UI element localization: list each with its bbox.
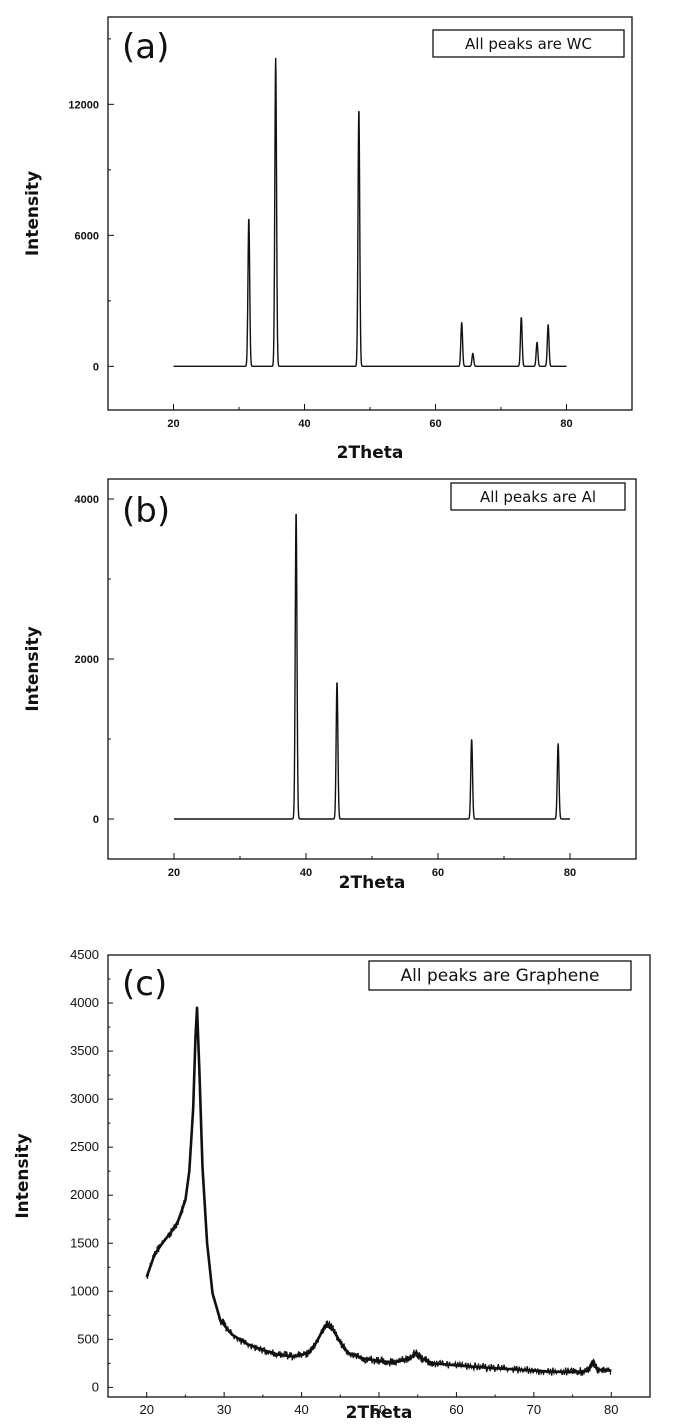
x-tick-label: 80: [560, 418, 572, 430]
x-tick-label: 80: [604, 1402, 618, 1417]
series-line: [145, 1006, 612, 1374]
y-tick-label: 0: [92, 1379, 99, 1394]
panel-label: (a): [122, 27, 169, 67]
y-tick-label: 0: [93, 361, 99, 373]
x-tick-label: 70: [527, 1402, 541, 1417]
panel-label: (c): [122, 964, 167, 1004]
y-tick-label: 2500: [70, 1139, 99, 1154]
x-tick-label: 40: [294, 1402, 308, 1417]
annotation-box: [432, 29, 625, 58]
y-tick-label: 6000: [75, 230, 99, 242]
series-line: [173, 57, 567, 368]
y-tick-label: 4000: [75, 494, 99, 506]
y-tick-label: 12000: [68, 99, 99, 111]
plot-frame: [107, 16, 633, 411]
panel-label: (b): [122, 491, 170, 531]
y-tick-label: 4000: [70, 995, 99, 1010]
annotation-text: All peaks are Graphene: [401, 966, 600, 986]
x-tick-label: 80: [564, 867, 576, 879]
x-tick-label: 40: [300, 867, 312, 879]
series-noise: [146, 1006, 612, 1376]
annotation-text: All peaks are Al: [480, 488, 596, 506]
x-tick-label: 30: [217, 1402, 231, 1417]
y-tick-label: 1000: [70, 1283, 99, 1298]
x-tick-label: 60: [429, 418, 441, 430]
x-tick-label: 20: [168, 867, 180, 879]
annotation-box: [368, 960, 632, 991]
y-tick-label: 3500: [70, 1043, 99, 1058]
y-axis-label: Intensity: [23, 626, 43, 711]
x-tick-label: 20: [139, 1402, 153, 1417]
x-axis-label: 2Theta: [339, 873, 406, 893]
y-axis-label: Intensity: [23, 171, 43, 256]
y-axis-label: Intensity: [13, 1133, 33, 1218]
x-axis-label: 2Theta: [346, 1403, 413, 1423]
y-tick-label: 1500: [70, 1235, 99, 1250]
x-tick-label: 60: [449, 1402, 463, 1417]
y-tick-label: 0: [93, 814, 99, 826]
x-tick-label: 20: [167, 418, 179, 430]
y-tick-label: 4500: [70, 947, 99, 962]
series-line: [173, 513, 571, 820]
y-tick-label: 2000: [75, 654, 99, 666]
x-tick-label: 50: [372, 1402, 386, 1417]
x-tick-label: 60: [432, 867, 444, 879]
annotation-text: All peaks are WC: [465, 35, 592, 53]
x-axis-label: 2Theta: [337, 443, 404, 463]
y-tick-label: 2000: [70, 1187, 99, 1202]
chart-b: 20 40 60 80 0 2000 4000 2Theta Intensity (b) All p…: [23, 478, 637, 893]
chart-c: 20 30 40 50 60 70 80 0 500 1000 1500 2000 2500 3000 35…: [13, 947, 651, 1423]
y-tick-label: 500: [77, 1331, 99, 1346]
x-tick-label: 40: [298, 418, 310, 430]
annotation-box: [450, 482, 626, 511]
chart-a: 20 40 60 80 0 6000 12000 2Theta Intensity (a) All …: [23, 16, 633, 463]
y-tick-label: 3000: [70, 1091, 99, 1106]
